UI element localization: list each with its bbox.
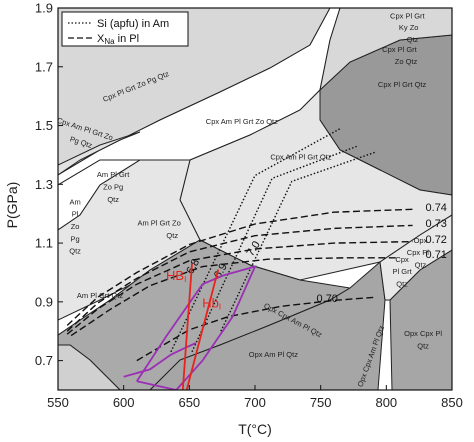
field-label: Pl Grt [393,267,413,276]
xna-isopleth-label: 0.72 [426,234,447,246]
xna-isopleth-line [136,296,374,362]
field-label: Opx Cpx Pl [404,329,442,338]
phase-fields [58,8,452,390]
y-tick-label: 1.5 [35,118,53,133]
legend-entry-si: Si (apfu) in Am [97,18,169,30]
y-axis: 0.7 0.9 1.1 1.3 1.5 1.7 1.9 [35,1,63,368]
field-label: Am Pl Grt [97,170,130,179]
hb-line [181,263,193,390]
y-tick-label: 0.9 [35,294,53,309]
x-axis-label: T(°C) [238,421,272,437]
x-tick-label: 750 [310,395,332,410]
field-label: Qtz [415,260,427,269]
field-label: Qtz [107,195,119,204]
field-label: Cpx Pl Grt Qtz [378,80,427,89]
field-label: Zo [71,222,80,231]
pt-envelope [123,342,197,378]
xna-isopleth-label: 0.74 [426,202,447,214]
legend-entry-xna: XNa in Pl [97,33,139,46]
xna-isopleth-line [70,257,400,337]
y-axis-label: P(GPa) [4,182,20,229]
field-label: Am Pl Grt Zo [137,218,180,227]
xna-isopleth-label: 0.73 [426,218,447,230]
si-isopleth-line [191,145,358,353]
x-tick-label: 600 [113,395,135,410]
si-isopleth-line [170,127,341,353]
field-label: Am [69,197,80,206]
field-label: Opx [414,236,428,245]
legend-box [61,11,189,47]
isopleth-layer: 0.740.730.720.710.706.8 6.97.0 [66,127,447,390]
si-isopleth-line [220,151,377,332]
x-tick-label: 650 [178,395,200,410]
hb-line [185,269,220,390]
field-label: Pg [70,234,79,243]
field-bottom-left-band [58,344,121,390]
y-tick-label: 1.7 [35,59,53,74]
xna-isopleth-line [66,240,413,335]
y-tick-label: 0.7 [35,353,53,368]
field-label: Qtz [417,342,429,351]
hb-line-label: HbI [202,296,221,312]
field-label: Zo Qtz [395,57,418,66]
field-label: Cpx [395,255,409,264]
y-tick-label: 1.1 [35,236,53,251]
field-opx-am-pl-qtz [149,261,386,390]
hb-line-label: HBI [166,268,186,284]
field-label: Pl [72,210,79,219]
y-tick-label: 1.9 [35,1,53,16]
field-label: Qtz [396,280,408,289]
field-label: Qtz [407,35,419,44]
y-tick-label: 1.3 [35,177,53,192]
field-label: Cpx Pl Grt [382,45,418,54]
field-label: Am Pl Grt Qtz [77,291,124,300]
xna-isopleth-label: 0.70 [317,293,338,305]
x-tick-label: 850 [441,395,463,410]
x-tick-label: 700 [244,395,266,410]
xna-isopleth-line [66,208,413,326]
field-label: Cpx Pl Grt [390,11,426,20]
x-tick-label: 800 [375,395,397,410]
field-label: Qtz [166,231,178,240]
x-tick-label: 550 [47,395,69,410]
field-label: Cpx Am Pl Grt Qtz [270,152,332,161]
xna-isopleth-label: 0.71 [426,249,447,261]
x-axis: 550 600 650 700 750 800 850 [47,385,463,410]
field-label: Opx Am Pl Qtz [249,350,298,359]
field-label: Zo Pg [103,183,123,192]
field-cpx-pl-grt-ky-zo [319,8,452,92]
field-cpx-am-pl-grt-zo-lens [58,131,141,176]
field-label: Ky Zo [399,23,419,32]
field-label: Cpx Am Pl Grt Zo Qtz [206,117,278,126]
field-opx-cpx-pl-band [379,214,452,301]
field-label: Qtz [69,247,81,256]
field-label: Cpx Pl [407,248,429,257]
pt-envelope [136,265,257,390]
legend: Si (apfu) in Am XNa in Pl [61,11,189,47]
